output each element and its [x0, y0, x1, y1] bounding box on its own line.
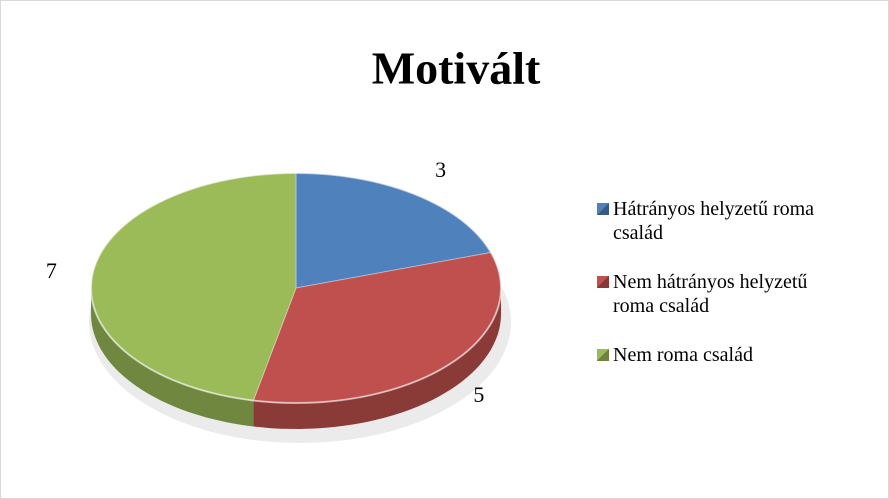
legend-swatch [597, 203, 609, 215]
chart-title: Motivált [372, 43, 541, 94]
legend-label: Nem roma család [613, 344, 753, 366]
legend-swatch [597, 276, 609, 288]
pie-rim [90, 172, 502, 404]
legend-label: Nem hátrányos helyzetű roma család [613, 271, 808, 317]
legend-swatch [597, 349, 609, 361]
pie-side [91, 288, 254, 427]
pie-side [253, 288, 501, 429]
data-label: 5 [473, 382, 484, 407]
legend-item: Hátrányos helyzetű roma család [597, 197, 837, 245]
legend-label: Hátrányos helyzetű roma család [613, 198, 815, 244]
legend-item: Nem roma család [597, 343, 837, 367]
legend: Hátrányos helyzetű roma család Nem hátrán… [597, 197, 837, 392]
data-label: 3 [435, 157, 446, 182]
data-label: 7 [46, 258, 57, 283]
legend-item: Nem hátrányos helyzetű roma család [597, 270, 837, 318]
